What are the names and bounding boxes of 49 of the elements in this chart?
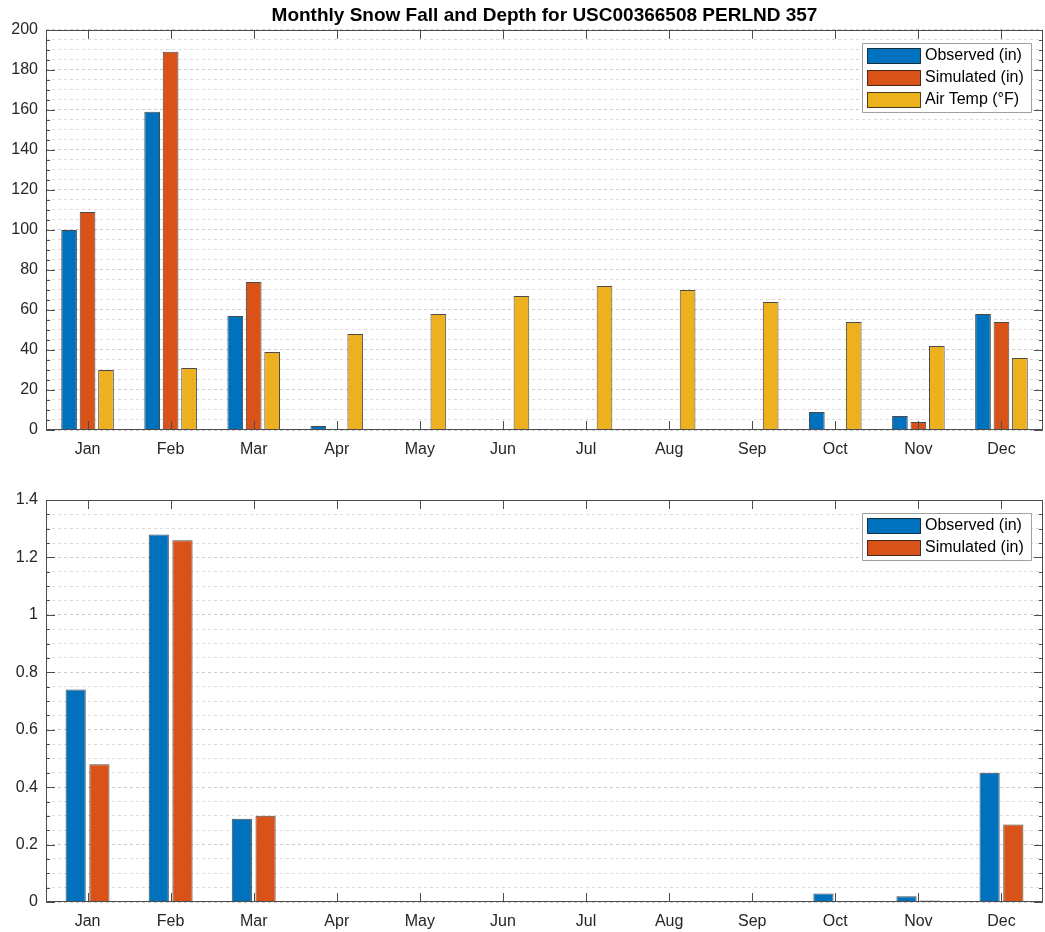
x-tick-label: Mar bbox=[239, 912, 269, 930]
x-tick-label: Aug bbox=[654, 912, 684, 930]
y-tick-label: 20 bbox=[20, 380, 39, 398]
x-tick-label: May bbox=[404, 440, 435, 458]
y-tick-label: 200 bbox=[11, 20, 39, 38]
x-tick-label: Feb bbox=[156, 912, 185, 930]
legend-label: Observed (in) bbox=[925, 46, 1022, 64]
x-tick-label: Mar bbox=[239, 440, 269, 458]
y-tick-label: 40 bbox=[20, 340, 39, 358]
y-tick-label: 0.4 bbox=[15, 777, 39, 795]
x-tick-label: Oct bbox=[822, 440, 849, 458]
x-tick-label: Nov bbox=[904, 440, 933, 458]
x-tick-label: Feb bbox=[156, 440, 185, 458]
x-tick-label: Jul bbox=[575, 912, 597, 930]
legend-label: Simulated (in) bbox=[925, 68, 1024, 86]
y-tick-label: 0.2 bbox=[15, 834, 39, 852]
x-tick-label: Nov bbox=[904, 912, 933, 930]
chart-title: Monthly Snow Fall and Depth for USC00366508 PERLND 357 bbox=[271, 3, 818, 25]
legend-label: Air Temp (°F) bbox=[925, 90, 1020, 108]
y-tick-label: 0.8 bbox=[15, 662, 39, 680]
y-tick-label: 160 bbox=[11, 100, 39, 118]
x-tick-label: Apr bbox=[324, 912, 350, 930]
x-tick-label: Oct bbox=[822, 912, 849, 930]
x-tick-label: Jun bbox=[490, 912, 516, 930]
y-tick-label: 120 bbox=[11, 180, 39, 198]
x-tick-label: Jul bbox=[575, 440, 597, 458]
y-tick-label: 100 bbox=[11, 220, 39, 238]
y-tick-label: 1.4 bbox=[15, 490, 39, 508]
y-tick-label: 1 bbox=[29, 605, 39, 623]
x-tick-label: Jan bbox=[74, 440, 101, 458]
y-tick-label: 80 bbox=[20, 260, 39, 278]
x-tick-label: Jun bbox=[490, 440, 516, 458]
y-tick-label: 0 bbox=[29, 420, 39, 438]
x-tick-label: Sep bbox=[737, 912, 767, 930]
y-tick-label: 180 bbox=[11, 60, 39, 78]
legend-label: Observed (in) bbox=[925, 516, 1022, 534]
y-tick-label: 60 bbox=[20, 300, 39, 318]
x-tick-label: Sep bbox=[737, 440, 767, 458]
x-tick-label: Dec bbox=[987, 912, 1016, 930]
legend-label: Simulated (in) bbox=[925, 538, 1024, 556]
x-tick-label: May bbox=[404, 912, 435, 930]
x-tick-label: Apr bbox=[324, 440, 350, 458]
x-tick-label: Jan bbox=[74, 912, 101, 930]
x-tick-label: Aug bbox=[654, 440, 684, 458]
y-tick-label: 140 bbox=[11, 140, 39, 158]
x-tick-label: Dec bbox=[987, 440, 1016, 458]
y-tick-label: 0 bbox=[29, 892, 39, 910]
y-tick-label: 0.6 bbox=[15, 720, 39, 738]
y-tick-label: 1.2 bbox=[15, 547, 39, 565]
